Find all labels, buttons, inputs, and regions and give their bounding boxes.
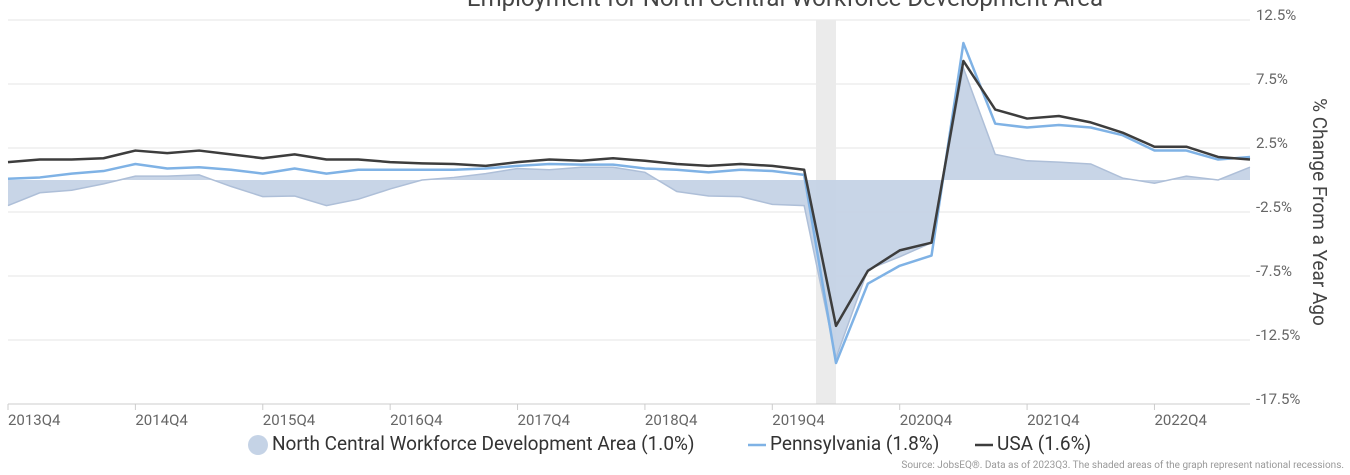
x-tick-label: 2016Q4 [390,411,443,429]
legend-marker [248,435,268,455]
y-tick-label: 2.5% [1256,134,1288,152]
series-line [7,41,1251,365]
x-tick-label: 2021Q4 [1027,411,1080,429]
y-tick-label: -17.5% [1256,390,1300,408]
x-tick-label: 2018Q4 [645,411,698,429]
x-tick-label: 2019Q4 [772,411,825,429]
x-tick-label: 2014Q4 [135,411,188,429]
y-tick-label: 12.5% [1256,6,1296,24]
y-tick-label: -7.5% [1256,262,1292,280]
legend-label: Pennsylvania (1.8%) [770,432,939,455]
area-line [7,65,1251,361]
y-tick-label: -2.5% [1256,198,1292,216]
y-axis-label: % Change From a Year Ago [1308,98,1331,326]
legend-label: North Central Workforce Development Area… [272,432,695,455]
y-tick-label: 7.5% [1256,70,1288,88]
x-tick-label: 2015Q4 [263,411,316,429]
source-note: Source: JobsEQ®. Data as of 2023Q3. The … [901,459,1344,471]
area-fill [8,68,1250,358]
x-tick-label: 2022Q4 [1154,411,1207,429]
series-line [7,59,1251,328]
chart-title: Employment for North Central Workforce D… [467,0,1103,12]
x-tick-label: 2017Q4 [518,411,571,429]
y-tick-label: -12.5% [1256,326,1300,344]
x-tick-label: 2013Q4 [8,411,61,429]
legend-label: USA (1.6%) [997,432,1091,455]
x-tick-label: 2020Q4 [900,411,953,429]
